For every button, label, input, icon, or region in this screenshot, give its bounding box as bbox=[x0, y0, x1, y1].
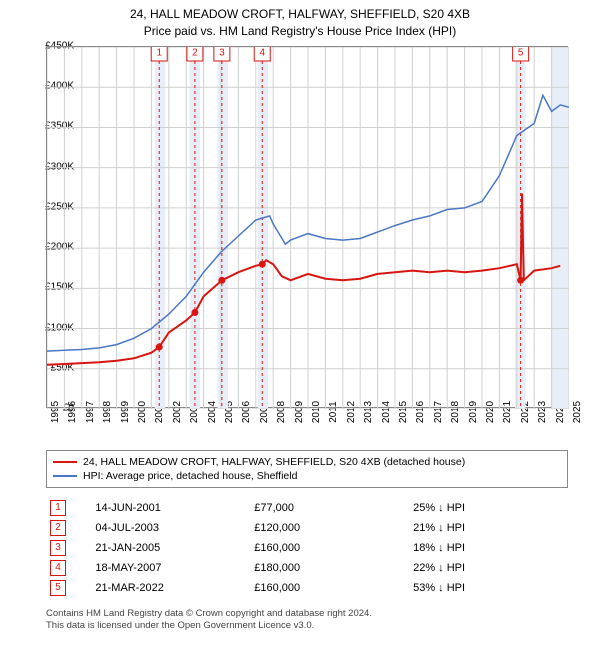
sale-pct: 22% ↓ HPI bbox=[409, 558, 568, 578]
svg-text:5: 5 bbox=[518, 48, 524, 59]
svg-text:3: 3 bbox=[219, 48, 225, 59]
sale-price: £77,000 bbox=[250, 498, 409, 518]
sale-marker: 4 bbox=[50, 560, 66, 576]
title-line-2: Price paid vs. HM Land Registry's House … bbox=[0, 23, 600, 40]
sale-date: 21-JAN-2005 bbox=[91, 538, 250, 558]
table-row: 3 21-JAN-2005£160,00018% ↓ HPI bbox=[46, 538, 568, 558]
chart-container: 24, HALL MEADOW CROFT, HALFWAY, SHEFFIEL… bbox=[0, 0, 600, 650]
footer: Contains HM Land Registry data © Crown c… bbox=[46, 608, 568, 633]
table-row: 5 21-MAR-2022£160,00053% ↓ HPI bbox=[46, 578, 568, 598]
sale-pct: 53% ↓ HPI bbox=[409, 578, 568, 598]
legend-swatch bbox=[53, 461, 77, 463]
legend: 24, HALL MEADOW CROFT, HALFWAY, SHEFFIEL… bbox=[46, 450, 568, 488]
legend-label: HPI: Average price, detached house, Shef… bbox=[83, 470, 297, 482]
sale-marker: 5 bbox=[50, 580, 66, 596]
table-row: 2 04-JUL-2003£120,00021% ↓ HPI bbox=[46, 518, 568, 538]
x-tick-label: 2025 bbox=[572, 401, 583, 423]
sales-table: 1 14-JUN-2001£77,00025% ↓ HPI 2 04-JUL-2003… bbox=[46, 498, 568, 598]
sale-date: 04-JUL-2003 bbox=[91, 518, 250, 538]
sale-date: 18-MAY-2007 bbox=[91, 558, 250, 578]
sale-pct: 18% ↓ HPI bbox=[409, 538, 568, 558]
title-block: 24, HALL MEADOW CROFT, HALFWAY, SHEFFIEL… bbox=[0, 0, 600, 40]
sale-marker: 2 bbox=[50, 520, 66, 536]
sale-date: 14-JUN-2001 bbox=[91, 498, 250, 518]
sale-price: £120,000 bbox=[250, 518, 409, 538]
sale-price: £180,000 bbox=[250, 558, 409, 578]
sale-price: £160,000 bbox=[250, 538, 409, 558]
legend-item: 24, HALL MEADOW CROFT, HALFWAY, SHEFFIEL… bbox=[53, 455, 561, 469]
footer-line-2: This data is licensed under the Open Gov… bbox=[46, 620, 568, 632]
sale-pct: 21% ↓ HPI bbox=[409, 518, 568, 538]
footer-line-1: Contains HM Land Registry data © Crown c… bbox=[46, 608, 568, 620]
sale-date: 21-MAR-2022 bbox=[91, 578, 250, 598]
svg-text:4: 4 bbox=[259, 48, 265, 59]
sale-price: £160,000 bbox=[250, 578, 409, 598]
chart-svg: 1 2 3 4 5 bbox=[47, 47, 569, 409]
sale-pct: 25% ↓ HPI bbox=[409, 498, 568, 518]
chart-plot-area: 1 2 3 4 5 bbox=[46, 46, 568, 408]
sale-marker: 1 bbox=[50, 500, 66, 516]
sale-marker: 3 bbox=[50, 540, 66, 556]
legend-swatch bbox=[53, 475, 77, 477]
title-line-1: 24, HALL MEADOW CROFT, HALFWAY, SHEFFIEL… bbox=[0, 6, 600, 23]
table-row: 1 14-JUN-2001£77,00025% ↓ HPI bbox=[46, 498, 568, 518]
table-row: 4 18-MAY-2007£180,00022% ↓ HPI bbox=[46, 558, 568, 578]
svg-text:2: 2 bbox=[192, 48, 198, 59]
legend-item: HPI: Average price, detached house, Shef… bbox=[53, 469, 561, 483]
svg-text:1: 1 bbox=[156, 48, 162, 59]
legend-label: 24, HALL MEADOW CROFT, HALFWAY, SHEFFIEL… bbox=[83, 456, 465, 468]
